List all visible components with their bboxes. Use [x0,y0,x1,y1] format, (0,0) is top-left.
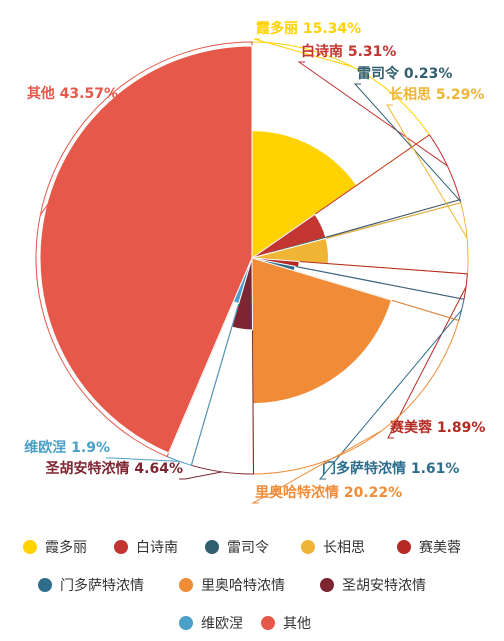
legend-marker-3[interactable] [301,540,315,554]
legend-label-0[interactable]: 霞多丽 [45,539,87,556]
leader-line-5 [318,309,463,480]
leader-line-0 [253,38,353,68]
legend-label-9[interactable]: 其他 [283,616,311,632]
data-label-2: 雷司令 0.23% [357,65,452,82]
slice-6[interactable] [251,257,393,405]
leader-line-4 [387,286,467,439]
data-label-3: 长相思 5.29% [389,86,484,103]
legend-marker-2[interactable] [205,540,219,554]
data-label-0: 霞多丽 15.34% [256,20,361,37]
leader-line-9 [39,103,121,215]
legend-label-6[interactable]: 里奥哈特浓情 [201,577,285,594]
legend-label-5[interactable]: 门多萨特浓情 [60,577,144,594]
leader-line-3 [386,104,468,239]
data-label-9: 其他 43.57% [27,85,118,102]
legend-marker-7[interactable] [320,578,334,592]
data-label-6: 里奥哈特浓情 20.22% [255,484,402,501]
legend-label-2[interactable]: 雷司令 [227,540,269,556]
leader-line-6 [251,430,382,504]
legend-marker-4[interactable] [397,540,411,554]
data-label-5: 门多萨特浓情 1.61% [322,460,459,477]
legend-marker-8[interactable] [179,616,193,630]
slice-9[interactable] [39,45,253,454]
data-label-8: 维欧涅 1.9% [24,439,110,456]
leader-line-2 [353,83,461,202]
legend-label-8[interactable]: 维欧涅 [201,616,243,632]
legend-label-3[interactable]: 长相思 [323,540,365,556]
legend-marker-6[interactable] [179,578,193,592]
legend-label-1[interactable]: 白诗南 [136,540,178,556]
legend-marker-9[interactable] [261,616,275,630]
legend-label-7[interactable]: 圣胡安特浓情 [342,578,426,594]
legend-marker-5[interactable] [38,578,52,592]
data-label-4: 赛美蓉 1.89% [389,419,485,436]
legend-label-4[interactable]: 赛美蓉 [419,540,461,556]
leader-line-7 [179,471,223,480]
legend-marker-1[interactable] [114,540,128,554]
leader-line-8 [106,457,180,462]
slice-0[interactable] [251,130,358,259]
data-label-7: 圣胡安特浓情 4.64% [45,460,183,477]
legend-marker-0[interactable] [23,540,37,554]
data-label-1: 白诗南 5.31% [301,43,396,60]
